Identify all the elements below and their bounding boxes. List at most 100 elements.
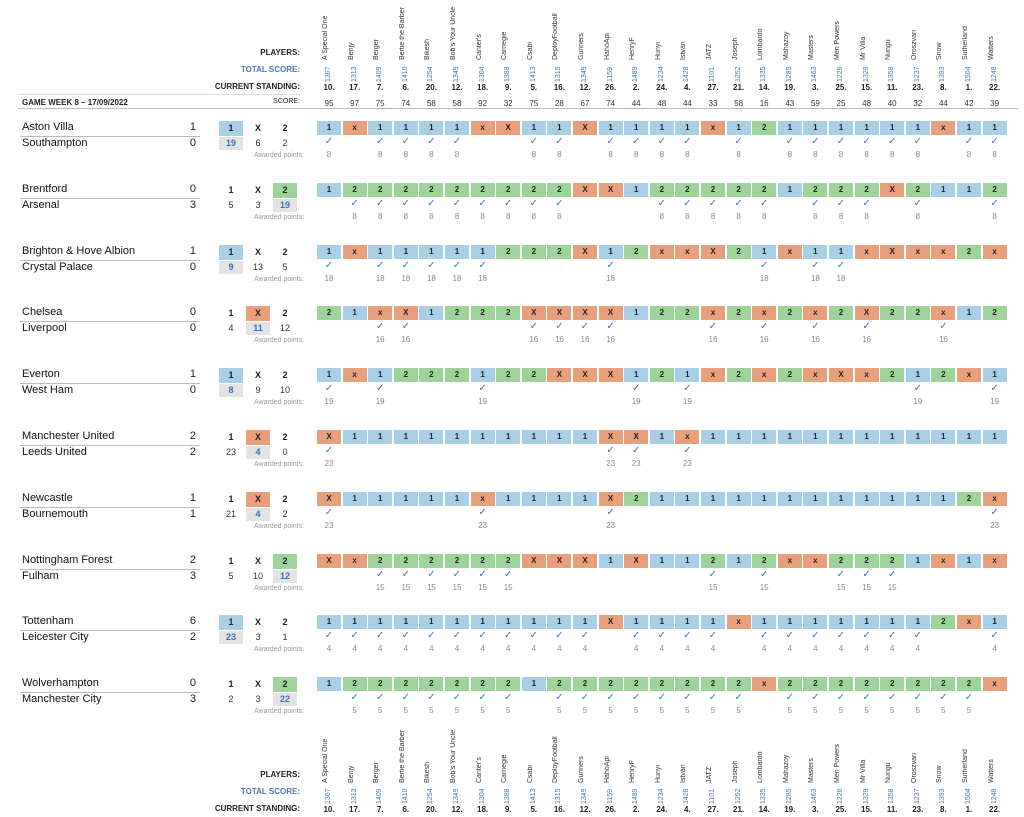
player-name[interactable]: DeployFootball	[552, 13, 560, 60]
prediction-cell[interactable]: 2	[649, 677, 674, 692]
prediction-cell[interactable]: 1	[547, 121, 572, 135]
player-name[interactable]: Benjy	[347, 42, 355, 60]
prediction-cell[interactable]: 2	[598, 677, 623, 692]
player-name[interactable]: Snow	[936, 42, 944, 60]
prediction-cell[interactable]: 1	[342, 306, 367, 321]
prediction-cell[interactable]: 1	[649, 430, 674, 444]
player-name[interactable]: Watters	[987, 36, 995, 60]
prediction-cell[interactable]: x	[342, 368, 367, 383]
prediction-cell[interactable]: X	[829, 368, 853, 383]
player-name[interactable]: Joseph	[731, 760, 739, 783]
prediction-cell[interactable]: X	[317, 430, 341, 444]
prediction-cell[interactable]: 2	[777, 368, 802, 383]
player-name[interactable]: István	[680, 764, 688, 783]
player-name[interactable]: Benjy	[347, 765, 355, 783]
prediction-cell[interactable]: 1	[777, 430, 802, 444]
prediction-cell[interactable]: 1	[624, 368, 649, 383]
prediction-cell[interactable]: X	[573, 306, 597, 321]
prediction-cell[interactable]: 2	[752, 182, 777, 197]
prediction-cell[interactable]: X	[573, 553, 597, 568]
prediction-cell[interactable]: 2	[649, 368, 674, 383]
player-name[interactable]: Bikesh	[424, 761, 432, 783]
prediction-cell[interactable]: 1	[624, 306, 649, 321]
prediction-cell[interactable]: 1	[317, 368, 341, 383]
player-name[interactable]: A Special One	[322, 15, 329, 60]
prediction-cell[interactable]: 2	[445, 368, 469, 383]
prediction-cell[interactable]: 2	[829, 553, 853, 568]
prediction-cell[interactable]: 2	[701, 677, 725, 692]
prediction-cell[interactable]: x	[957, 615, 981, 630]
prediction-cell[interactable]: 1	[829, 430, 853, 444]
prediction-cell[interactable]: 1	[829, 121, 853, 135]
prediction-cell[interactable]: 1	[829, 491, 853, 506]
prediction-cell[interactable]: 2	[573, 677, 597, 692]
prediction-cell[interactable]: x	[777, 244, 802, 259]
prediction-cell[interactable]: 2	[496, 553, 521, 568]
prediction-cell[interactable]: 1	[521, 491, 546, 506]
prediction-cell[interactable]: 1	[931, 430, 956, 444]
player-name[interactable]: Lombardo	[757, 28, 765, 60]
prediction-cell[interactable]: 1	[624, 182, 649, 197]
prediction-cell[interactable]: 1	[701, 491, 725, 506]
prediction-cell[interactable]: 2	[624, 244, 649, 259]
prediction-cell[interactable]: X	[317, 491, 341, 506]
prediction-cell[interactable]: 1	[368, 121, 393, 135]
prediction-cell[interactable]: 2	[521, 182, 546, 197]
prediction-cell[interactable]: 2	[470, 553, 495, 568]
prediction-cell[interactable]: 2	[445, 182, 469, 197]
prediction-cell[interactable]: 2	[726, 677, 751, 692]
player-name[interactable]: HenryF	[629, 37, 637, 60]
player-name[interactable]: Lombardo	[757, 751, 765, 783]
prediction-cell[interactable]: 2	[419, 553, 444, 568]
prediction-cell[interactable]: 1	[419, 121, 444, 135]
prediction-cell[interactable]: 1	[393, 615, 418, 630]
prediction-cell[interactable]: 2	[880, 368, 905, 383]
prediction-cell[interactable]: 1	[445, 244, 469, 259]
prediction-cell[interactable]: 1	[445, 491, 469, 506]
prediction-cell[interactable]: 1	[317, 615, 341, 630]
player-name[interactable]: Bob's Your Uncle	[450, 729, 457, 783]
prediction-cell[interactable]: 2	[675, 182, 700, 197]
prediction-cell[interactable]: 1	[701, 615, 725, 630]
prediction-cell[interactable]: x	[777, 553, 802, 568]
prediction-cell[interactable]: X	[854, 306, 879, 321]
prediction-cell[interactable]: 2	[931, 677, 956, 692]
prediction-cell[interactable]: 2	[393, 553, 418, 568]
prediction-cell[interactable]: 2	[905, 677, 930, 692]
prediction-cell[interactable]: 2	[803, 677, 828, 692]
prediction-cell[interactable]: 2	[342, 182, 367, 197]
prediction-cell[interactable]: 1	[905, 553, 930, 568]
prediction-cell[interactable]: 1	[931, 182, 956, 197]
player-name[interactable]: Nungu	[885, 39, 893, 60]
prediction-cell[interactable]: 1	[777, 121, 802, 135]
prediction-cell[interactable]: 1	[317, 677, 341, 692]
player-name[interactable]: Csabi	[526, 42, 534, 60]
prediction-cell[interactable]: 1	[803, 491, 828, 506]
prediction-cell[interactable]: 2	[496, 244, 521, 259]
prediction-cell[interactable]: 1	[470, 430, 495, 444]
prediction-cell[interactable]: 2	[701, 553, 725, 568]
prediction-cell[interactable]: X	[496, 121, 521, 135]
prediction-cell[interactable]: 2	[393, 677, 418, 692]
prediction-cell[interactable]: 1	[701, 430, 725, 444]
player-name[interactable]: Nungu	[885, 762, 893, 783]
player-name[interactable]: Berger	[373, 38, 381, 60]
player-name[interactable]: Canter's	[475, 757, 483, 783]
prediction-cell[interactable]: 1	[521, 121, 546, 135]
prediction-cell[interactable]: x	[649, 244, 674, 259]
player-name[interactable]: Bikesh	[424, 38, 432, 60]
prediction-cell[interactable]: 2	[521, 368, 546, 383]
prediction-cell[interactable]: 2	[854, 182, 879, 197]
prediction-cell[interactable]: x	[752, 677, 777, 692]
prediction-cell[interactable]: 1	[317, 244, 341, 259]
prediction-cell[interactable]: 2	[726, 306, 751, 321]
prediction-cell[interactable]: X	[624, 553, 649, 568]
player-name[interactable]: Sutherland	[962, 749, 969, 783]
prediction-cell[interactable]: 2	[701, 182, 725, 197]
prediction-cell[interactable]: x	[342, 121, 367, 135]
prediction-cell[interactable]: 1	[547, 491, 572, 506]
prediction-cell[interactable]: 1	[803, 430, 828, 444]
player-name[interactable]: JATZ	[706, 43, 713, 60]
prediction-cell[interactable]: 1	[419, 491, 444, 506]
prediction-cell[interactable]: 2	[957, 677, 981, 692]
